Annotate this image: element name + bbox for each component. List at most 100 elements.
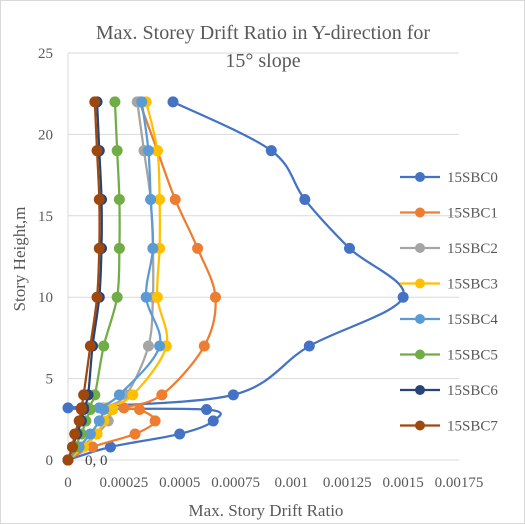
data-point — [174, 428, 186, 440]
legend-label: 15SBC0 — [447, 170, 498, 186]
data-point — [167, 96, 179, 108]
y-tick-label: 15 — [38, 209, 53, 225]
legend-item: 15SBC2 — [400, 241, 498, 257]
data-point — [118, 402, 130, 414]
data-point — [127, 389, 139, 401]
series-15sbc7 — [62, 96, 105, 466]
x-tick-label: 0.001 — [275, 475, 309, 491]
data-point — [93, 194, 105, 206]
y-tick-label: 5 — [46, 372, 54, 388]
data-point — [129, 428, 141, 440]
data-point — [265, 145, 277, 157]
data-point — [201, 404, 213, 416]
legend-item: 15SBC1 — [400, 206, 498, 222]
data-point — [198, 340, 210, 352]
legend-label: 15SBC6 — [447, 383, 498, 399]
legend-label: 15SBC5 — [447, 348, 498, 364]
x-tick-label: 0.00025 — [99, 475, 148, 491]
legend-label: 15SBC1 — [447, 206, 498, 222]
data-point — [136, 96, 148, 108]
data-point — [93, 402, 105, 414]
data-point — [133, 404, 145, 416]
legend-swatch-marker — [415, 349, 425, 360]
data-point — [344, 242, 356, 254]
data-point — [156, 389, 168, 401]
data-point — [151, 291, 163, 303]
legend-swatch-marker — [415, 420, 425, 431]
chart-title-line2: 15° slope — [225, 50, 300, 72]
y-tick-label: 20 — [38, 127, 53, 143]
data-point — [142, 145, 154, 157]
legend-swatch-marker — [415, 172, 425, 182]
data-point — [397, 291, 409, 303]
y-tick-label: 25 — [38, 46, 53, 62]
data-point — [113, 194, 125, 206]
data-point — [192, 242, 204, 254]
data-point — [75, 402, 87, 414]
data-point — [149, 415, 161, 427]
legend-swatch-marker — [415, 314, 425, 324]
legend-swatch-marker — [415, 207, 425, 218]
data-point — [147, 242, 159, 254]
legend-item: 15SBC5 — [400, 348, 498, 364]
data-point — [98, 340, 110, 352]
data-point — [169, 194, 181, 206]
axes — [67, 53, 459, 461]
data-point — [66, 441, 78, 453]
data-point — [227, 389, 239, 401]
x-tick-label: 0 — [64, 475, 72, 491]
data-point — [303, 340, 315, 352]
data-point — [89, 96, 101, 108]
y-tick-label: 10 — [38, 290, 53, 306]
x-tick-label: 0.00075 — [211, 475, 260, 491]
series-lines — [62, 96, 409, 466]
data-point — [73, 415, 85, 427]
legend-label: 15SBC2 — [447, 241, 498, 257]
legend-swatch-marker — [415, 278, 425, 289]
data-point — [207, 415, 219, 427]
chart-title-line1: Max. Storey Drift Ratio in Y-direction f… — [96, 22, 431, 44]
legend-item: 15SBC6 — [400, 383, 498, 399]
data-point — [84, 340, 96, 352]
legend-label: 15SBC3 — [447, 277, 498, 293]
data-point — [145, 194, 157, 206]
x-tick-label: 0.00125 — [323, 475, 372, 491]
data-point — [113, 389, 125, 401]
data-point — [111, 291, 123, 303]
data-point — [111, 145, 123, 157]
data-point — [109, 96, 121, 108]
data-point — [62, 454, 74, 466]
x-tick-label: 0.0005 — [159, 475, 200, 491]
x-tick-label: 0.00175 — [435, 475, 484, 491]
data-point — [113, 242, 125, 254]
data-point — [91, 145, 103, 157]
data-point — [78, 389, 90, 401]
legend-item: 15SBC3 — [400, 277, 498, 293]
data-point — [62, 402, 74, 414]
data-point — [154, 340, 166, 352]
y-axis-title: Story Height,m — [10, 207, 29, 312]
legend-swatch-marker — [415, 243, 425, 253]
legend-item: 15SBC7 — [400, 419, 498, 435]
data-point — [91, 291, 103, 303]
legend: 15SBC0 15SBC1 15SBC2 15SBC3 15SBC4 15SBC5 15SB… — [400, 170, 498, 435]
legend-label: 15SBC4 — [447, 312, 498, 328]
legend-item: 15SBC4 — [400, 312, 498, 328]
data-point — [142, 340, 154, 352]
legend-label: 15SBC7 — [447, 419, 498, 435]
data-point — [140, 291, 152, 303]
tick-labels: 0 5 10 15 20 25 0 0.00025 0.0005 0.00075 0.001 0.00… — [38, 46, 483, 491]
y-tick-label: 0 — [46, 453, 54, 469]
legend-swatch-marker — [415, 385, 425, 395]
x-axis-title: Max. Story Drift Ratio — [189, 501, 344, 520]
data-point — [69, 428, 81, 440]
data-point — [93, 415, 105, 427]
legend-item: 15SBC0 — [400, 170, 498, 186]
data-point — [299, 194, 311, 206]
origin-data-label: 0, 0 — [85, 453, 108, 469]
grid-lines — [68, 52, 459, 380]
x-tick-label: 0.0015 — [383, 475, 424, 491]
data-point — [93, 242, 105, 254]
